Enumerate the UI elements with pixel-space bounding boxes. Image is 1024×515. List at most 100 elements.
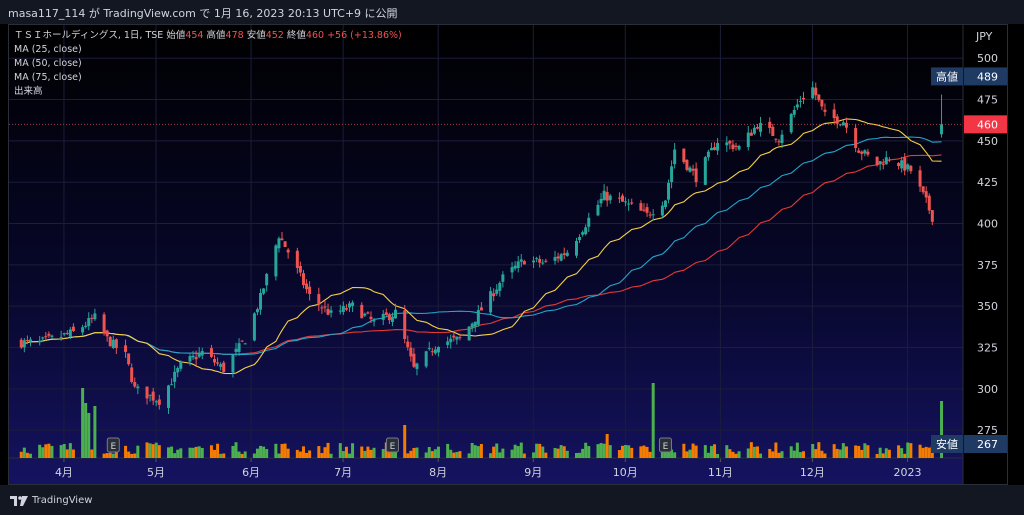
ma25-line <box>20 118 942 375</box>
volume-bar <box>65 449 69 458</box>
volume-bar <box>584 442 588 458</box>
candle-body <box>734 145 738 147</box>
volume-bar <box>921 447 925 458</box>
candle-body <box>608 195 612 201</box>
volume-bar <box>111 453 115 458</box>
symbol-info: ＴＳＩホールディングス, 1日, TSE <box>14 30 164 41</box>
legend-ma25[interactable]: MA (25, close) <box>14 44 82 55</box>
x-tick-label: 4月 <box>55 466 73 479</box>
volume-bar <box>369 449 373 458</box>
close-value: 460 <box>305 30 325 41</box>
candle-body <box>84 325 88 327</box>
candle-body <box>81 327 85 333</box>
x-tick-label: 7月 <box>334 466 352 479</box>
candle-body <box>924 191 928 198</box>
candle-body <box>415 363 419 370</box>
candlestick-chart[interactable]: 275 300 325 350 375 400 425 450 475 500 4月 5月 6月 7月 8月… <box>9 25 1007 484</box>
candle-body <box>93 313 97 320</box>
candle-body <box>433 349 437 354</box>
volume-bar <box>792 450 796 458</box>
tradingview-logo[interactable]: TradingView <box>10 495 92 506</box>
volume-bar <box>415 447 419 458</box>
candle-body <box>927 195 931 211</box>
candle-body <box>274 245 278 277</box>
volume-bar <box>87 413 91 458</box>
candle-body <box>648 214 652 216</box>
currency-label[interactable]: JPY <box>976 30 993 43</box>
volume-bar <box>409 450 413 458</box>
candle-body <box>685 159 689 170</box>
volume-bar <box>130 453 134 458</box>
volume-bar <box>344 446 348 458</box>
volume-bar <box>366 446 370 458</box>
candle-body <box>344 308 348 310</box>
legend-volume[interactable]: 出来高 <box>14 86 43 97</box>
candle-body <box>326 308 330 315</box>
candle-body <box>878 161 882 165</box>
candle-body <box>381 313 385 320</box>
volume-bar <box>209 445 213 458</box>
x-tick-label: 10月 <box>613 466 638 479</box>
volume-bar <box>519 442 523 458</box>
volume-bar <box>903 453 907 458</box>
candle-body <box>627 203 631 205</box>
candle-body <box>114 339 118 348</box>
volume-bar <box>621 445 625 458</box>
legend-ma50[interactable]: MA (50, close) <box>14 58 82 69</box>
candle-body <box>387 314 391 321</box>
candle-body <box>240 340 244 342</box>
candle-body <box>148 394 152 396</box>
candle-body <box>219 364 223 367</box>
volume-bar <box>446 443 450 458</box>
volume-bar <box>71 449 75 458</box>
volume-bar <box>881 453 885 458</box>
volume-bar <box>940 401 944 458</box>
y-tick-label: 425 <box>977 176 998 189</box>
last-price-tag-value: 460 <box>977 118 998 131</box>
candle-body <box>709 147 713 151</box>
volume-bar <box>323 447 327 458</box>
volume-bar <box>25 452 29 458</box>
candle-body <box>510 267 514 273</box>
volume-bar <box>731 451 735 458</box>
volume-bar <box>351 443 355 458</box>
volume-bar <box>167 447 171 458</box>
volume-bar <box>755 446 759 458</box>
candle-body <box>832 109 836 119</box>
y-tick-label: 450 <box>977 135 998 148</box>
volume-bar <box>562 446 566 458</box>
candle-body <box>452 335 456 338</box>
chart-pane[interactable]: 275 300 325 350 375 400 425 450 475 500 4月 5月 6月 7月 8月… <box>8 24 1008 485</box>
volume-bar <box>200 447 204 458</box>
volume-bar <box>516 446 520 458</box>
candle-body <box>688 167 692 172</box>
candle-body <box>338 310 342 312</box>
candle-body <box>835 116 839 124</box>
y-tick-label: 350 <box>977 300 998 313</box>
volume-bar <box>22 447 26 458</box>
volume-bar <box>219 453 223 458</box>
footer-bar <box>0 485 1024 515</box>
volume-bar <box>59 445 63 458</box>
volume-bar <box>105 453 109 458</box>
candle-body <box>599 198 603 204</box>
candle-body <box>565 252 569 256</box>
candle-body <box>522 261 526 265</box>
candle-body <box>197 353 201 357</box>
volume-bar <box>780 451 784 458</box>
candle-body <box>68 329 72 337</box>
candle-body <box>200 351 204 356</box>
high-tag-value-bg <box>964 67 1007 86</box>
candle-body <box>906 164 910 170</box>
volume-bar <box>286 448 290 458</box>
y-tick-label: 300 <box>977 383 998 396</box>
candle-body <box>301 273 305 286</box>
volume-bar <box>651 383 655 458</box>
candle-body <box>424 351 428 367</box>
earnings-marker-label: E <box>390 442 396 452</box>
candle-body <box>323 306 327 308</box>
publish-bar: masa117_114 が TradingView.com で 1月 16, 2… <box>0 0 1024 24</box>
volume-bar <box>734 453 738 458</box>
volume-bar <box>277 453 281 458</box>
legend-ma75[interactable]: MA (75, close) <box>14 72 82 83</box>
